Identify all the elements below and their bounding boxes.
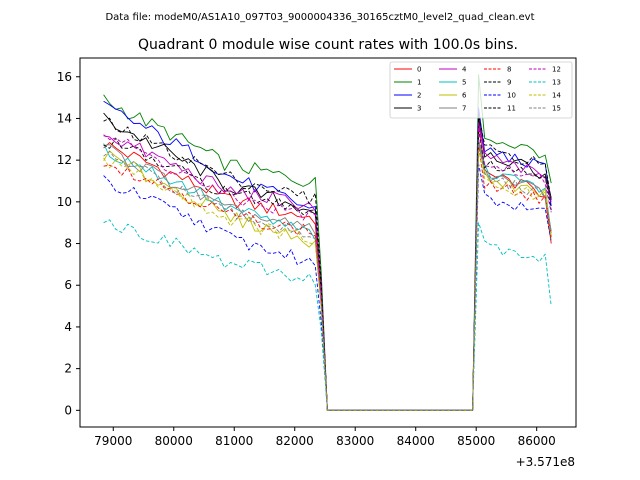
legend-label: 10	[507, 92, 516, 100]
y-tick-label: 0	[64, 403, 72, 417]
x-tick-label: 81000	[215, 434, 253, 448]
legend-label: 13	[552, 79, 561, 87]
series-line-14	[103, 149, 552, 411]
y-tick-label: 14	[57, 111, 72, 125]
legend-label: 2	[417, 92, 421, 100]
axes-frame	[79, 57, 577, 428]
legend-label: 3	[417, 105, 421, 113]
x-tick-label: 86000	[518, 434, 556, 448]
legend-label: 4	[462, 66, 467, 74]
y-tick-label: 10	[57, 195, 72, 209]
x-tick-label: 79000	[94, 434, 132, 448]
legend-label: 14	[552, 92, 561, 100]
series-line-7	[103, 138, 552, 411]
legend-label: 0	[417, 66, 421, 74]
x-offset-label: +3.571e8	[516, 455, 575, 469]
y-tick-label: 6	[64, 278, 72, 292]
series-line-15	[103, 143, 552, 411]
legend-label: 5	[462, 79, 466, 87]
legend-label: 1	[417, 79, 421, 87]
series-line-5	[103, 138, 552, 411]
x-tick-label: 83000	[336, 434, 374, 448]
chart-title: Quadrant 0 module wise count rates with …	[138, 37, 518, 53]
y-tick-label: 8	[64, 237, 72, 251]
y-tick-label: 4	[64, 320, 72, 334]
series-line-1	[103, 74, 552, 411]
series-line-10	[103, 163, 552, 411]
y-tick-label: 12	[57, 153, 72, 167]
x-axis: 79000 80000 81000 82000 83000 84000 85000 86000	[94, 427, 556, 448]
x-tick-label: 82000	[276, 434, 314, 448]
series-line-8	[103, 145, 552, 411]
y-tick-label: 2	[64, 362, 72, 376]
legend-label: 7	[462, 105, 466, 113]
x-tick-label: 85000	[457, 434, 495, 448]
y-axis: 0 2 4 6 8 10 12 14 16	[57, 70, 80, 417]
y-tick-label: 16	[57, 70, 72, 84]
x-tick-label: 84000	[397, 434, 435, 448]
legend-label: 12	[552, 66, 561, 74]
legend-label: 11	[507, 105, 516, 113]
figure-suptitle: Data file: modeM0/AS1A10_097T03_90000043…	[105, 12, 534, 23]
plot-lines	[103, 74, 552, 411]
legend-label: 9	[507, 79, 511, 87]
legend-label: 6	[462, 92, 467, 100]
x-tick-label: 80000	[155, 434, 193, 448]
series-line-13	[103, 219, 552, 411]
series-line-3	[103, 112, 552, 411]
legend-label: 8	[507, 66, 511, 74]
legend-box	[389, 61, 573, 119]
legend-label: 15	[552, 105, 561, 113]
